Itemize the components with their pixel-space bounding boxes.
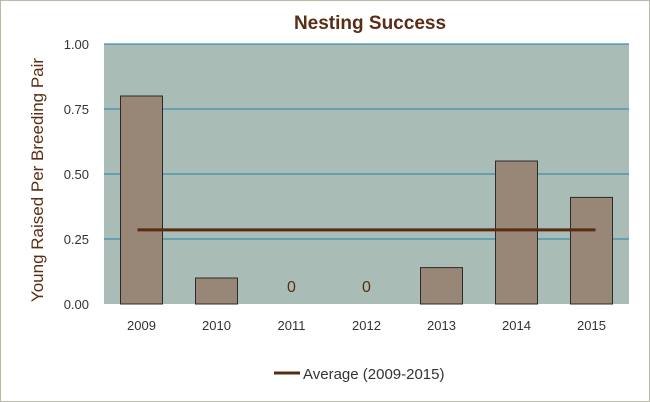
bar: [420, 267, 463, 305]
bar: [120, 95, 163, 305]
x-tick-label: 2015: [577, 318, 606, 333]
bar: [495, 160, 538, 305]
x-tick-label: 2012: [352, 318, 381, 333]
legend: Average (2009-2015): [274, 366, 445, 383]
y-tick-label: 0.25: [64, 232, 89, 247]
y-tick-label: 0.50: [64, 167, 89, 182]
x-axis-ticks: 2009 2010 2011 2012 2013 2014 2015: [127, 318, 606, 333]
x-tick-label: 2013: [427, 318, 456, 333]
y-tick-label: 1.00: [64, 37, 89, 52]
x-tick-label: 2010: [202, 318, 231, 333]
x-tick-label: 2014: [502, 318, 531, 333]
bar: [570, 196, 613, 305]
y-axis-label: Young Raised Per Breeding Pair: [28, 58, 47, 302]
y-tick-label: 0.75: [64, 102, 89, 117]
x-tick-label: 2011: [278, 318, 306, 333]
y-tick-label: 0.00: [64, 297, 89, 312]
bar: [195, 277, 238, 305]
bar-value-label: 0: [287, 279, 296, 296]
x-tick-label: 2009: [127, 318, 156, 333]
chart-title: Nesting Success: [294, 13, 446, 34]
bars: [120, 95, 613, 305]
bar-value-label: 0: [362, 279, 371, 296]
y-axis-ticks: 0.00 0.25 0.50 0.75 1.00: [64, 37, 89, 312]
gridlines: [104, 43, 629, 240]
legend-label-average: Average (2009-2015): [303, 366, 445, 383]
